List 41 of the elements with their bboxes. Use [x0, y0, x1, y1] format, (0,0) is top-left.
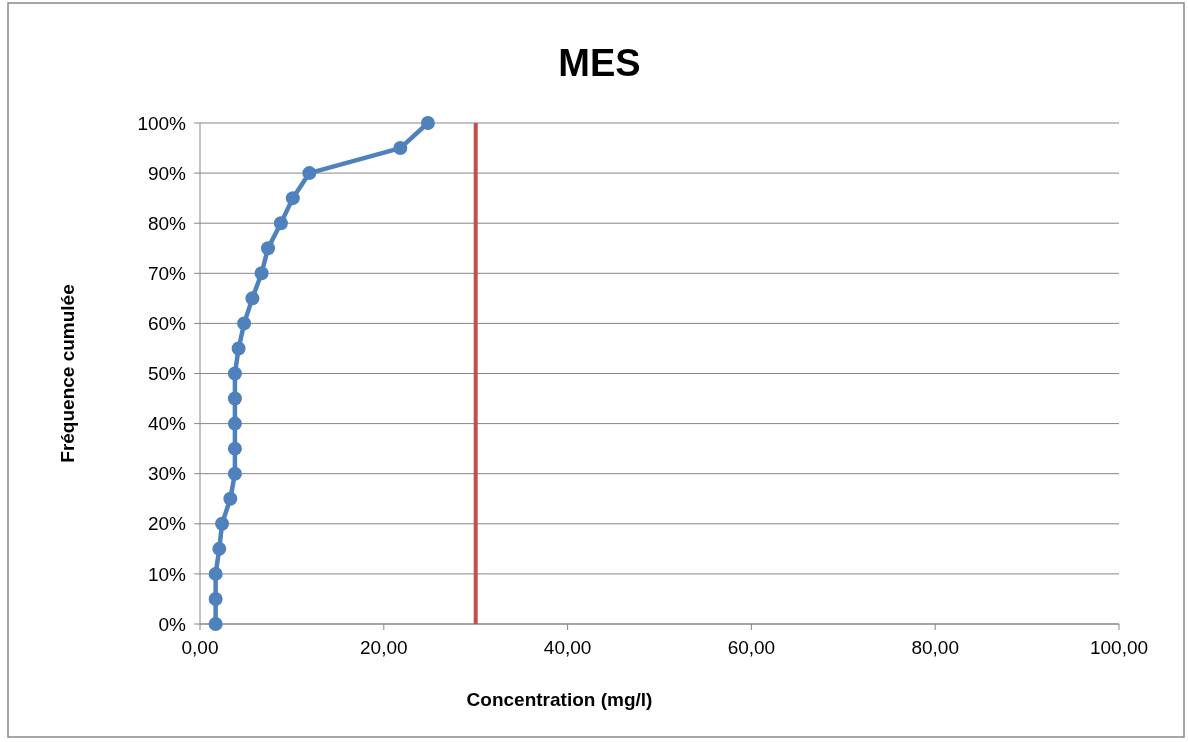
y-axis-title: Fréquence cumulée [57, 284, 78, 463]
point [227, 466, 242, 481]
point [393, 141, 408, 156]
point [231, 341, 246, 356]
x-tick-label: 20,00 [360, 637, 408, 658]
y-tick-label: 20% [147, 513, 187, 535]
point [261, 241, 276, 256]
y-tick-label: 30% [147, 463, 187, 485]
y-tick-label: 70% [147, 262, 187, 284]
point [245, 291, 260, 306]
point [208, 566, 223, 581]
point [208, 591, 223, 606]
x-tick-label: 80,00 [911, 637, 959, 658]
y-tick-label: 0% [158, 613, 187, 635]
point [227, 366, 242, 381]
x-tick-label: 40,00 [543, 637, 592, 658]
x-tick-label: 100,00 [1089, 637, 1149, 658]
point [223, 491, 238, 506]
point [302, 166, 317, 181]
y-tick-label: 90% [147, 162, 187, 184]
y-tick-label: 100% [137, 112, 187, 134]
x-axis-title: Concentration (mg/l) [466, 689, 653, 710]
point [208, 617, 223, 631]
point [227, 441, 242, 456]
point [215, 516, 230, 531]
point [237, 316, 252, 331]
point [273, 216, 288, 231]
point [227, 391, 242, 406]
x-tick-label: 0,00 [181, 637, 219, 658]
y-tick-label: 50% [147, 363, 187, 385]
point [212, 541, 227, 556]
point [254, 266, 269, 281]
point [285, 191, 300, 206]
y-tick-label: 10% [147, 563, 187, 585]
y-tick-label: 80% [147, 212, 187, 234]
y-tick-label: 40% [147, 413, 187, 435]
x-tick-label: 60,00 [727, 637, 776, 658]
y-tick-label: 60% [147, 313, 187, 335]
point [227, 416, 242, 431]
point [420, 116, 435, 130]
chart-title: MES [558, 42, 641, 84]
